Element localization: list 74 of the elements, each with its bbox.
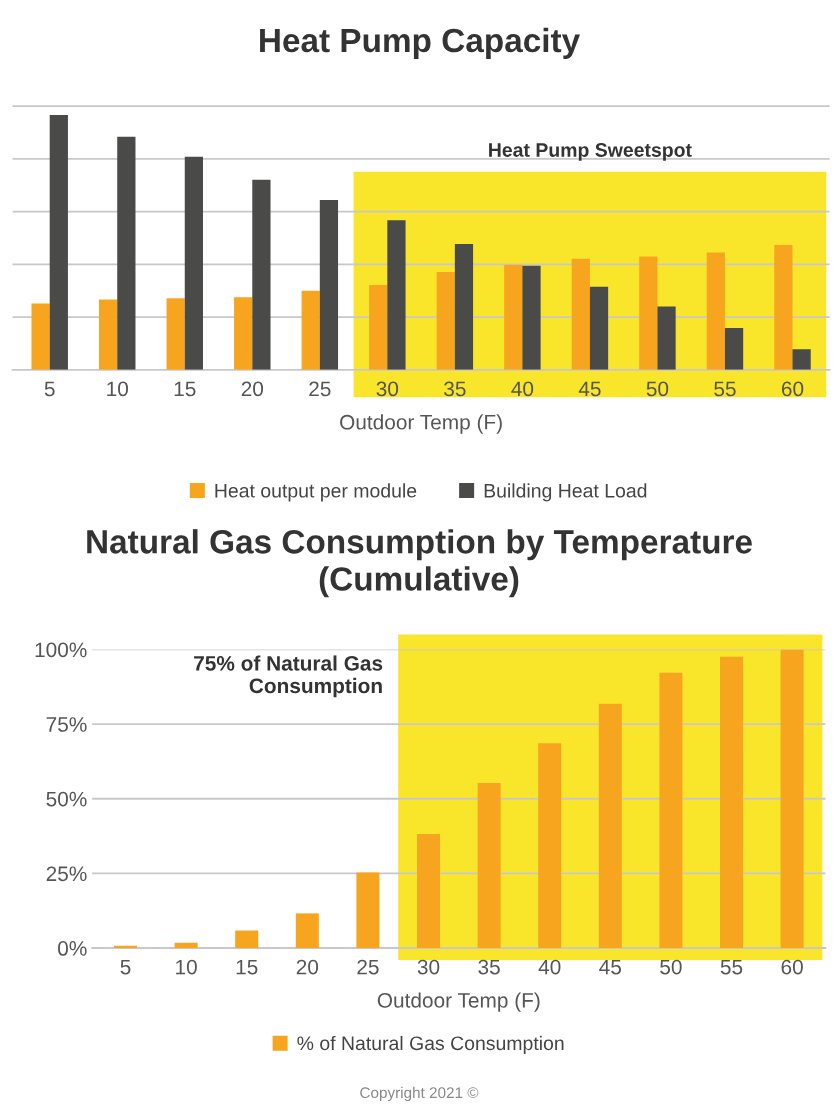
y-tick-label: 25% xyxy=(46,866,87,882)
band-label: Heat Pump Sweetspot xyxy=(489,143,692,161)
bar xyxy=(598,703,622,949)
x-tick-label: 5 xyxy=(44,381,55,397)
x-tick-label: 30 xyxy=(417,959,440,975)
x-tick-label: 10 xyxy=(176,959,197,975)
x-tick-label: 50 xyxy=(646,381,669,397)
x-tick-label: 35 xyxy=(444,381,466,397)
x-axis-title: Outdoor Temp (F) xyxy=(340,414,502,434)
bar xyxy=(774,245,793,370)
x-tick-label: 25 xyxy=(357,959,379,975)
bar xyxy=(477,782,501,949)
bar xyxy=(522,265,541,370)
x-tick-label: 45 xyxy=(578,381,601,397)
bar xyxy=(504,264,523,370)
bar xyxy=(301,290,320,370)
bar xyxy=(174,942,198,949)
x-tick-label: 40 xyxy=(538,959,561,975)
legend-label: Building Heat Load xyxy=(484,483,647,502)
bar xyxy=(780,649,804,949)
bar xyxy=(99,299,118,370)
bar xyxy=(117,136,136,370)
bar xyxy=(319,199,339,370)
bar xyxy=(184,156,203,370)
x-tick-label: 15 xyxy=(174,381,196,397)
x-tick-label: 50 xyxy=(660,959,682,975)
bar xyxy=(235,930,259,949)
bar xyxy=(436,272,455,370)
bar xyxy=(538,743,562,949)
chart-title: Natural Gas Consumption by Temperature (Cumulative) xyxy=(87,529,752,598)
chart-title: Heat Pump Capacity xyxy=(260,27,580,59)
x-tick-label: 60 xyxy=(781,381,804,397)
bar xyxy=(589,286,609,370)
legend-label: % of Natural Gas Consumption xyxy=(297,1035,564,1054)
bar xyxy=(657,306,676,370)
bar xyxy=(295,913,319,949)
bar xyxy=(356,872,380,949)
y-tick-label: 0% xyxy=(58,941,87,956)
text: Copyright 2021 © xyxy=(360,1086,479,1102)
y-tick-label: 100% xyxy=(35,642,87,658)
bar xyxy=(706,252,725,370)
bar xyxy=(724,328,744,370)
x-tick-label: 25 xyxy=(309,381,331,397)
x-tick-label: 45 xyxy=(599,959,622,975)
bar xyxy=(639,256,658,370)
legend-label: Heat output per module xyxy=(215,483,417,502)
y-tick-label: 75% xyxy=(46,717,87,732)
bar xyxy=(454,243,474,370)
bar xyxy=(49,115,68,370)
bar xyxy=(387,220,406,370)
bar xyxy=(659,672,683,949)
bar xyxy=(234,297,253,370)
bar xyxy=(166,298,185,370)
bar xyxy=(571,258,590,370)
bar xyxy=(252,179,271,370)
x-tick-label: 20 xyxy=(241,381,264,397)
x-tick-label: 30 xyxy=(376,381,399,397)
x-tick-label: 5 xyxy=(120,959,131,975)
x-tick-label: 60 xyxy=(781,959,803,975)
x-tick-label: 40 xyxy=(511,381,534,397)
x-tick-label: 10 xyxy=(107,381,129,397)
annotation: 75% of Natural Gas Consumption xyxy=(194,655,383,698)
y-tick-label: 50% xyxy=(46,791,87,807)
bar xyxy=(792,349,811,370)
x-tick-label: 20 xyxy=(296,959,319,975)
bar xyxy=(369,285,388,370)
bar xyxy=(719,656,744,949)
bar xyxy=(416,833,441,949)
x-axis-title: Outdoor Temp (F) xyxy=(377,992,540,1012)
x-tick-label: 55 xyxy=(714,381,736,397)
x-tick-label: 55 xyxy=(720,959,743,975)
x-tick-label: 35 xyxy=(478,959,500,975)
x-tick-label: 15 xyxy=(236,959,258,975)
bar xyxy=(31,303,50,370)
